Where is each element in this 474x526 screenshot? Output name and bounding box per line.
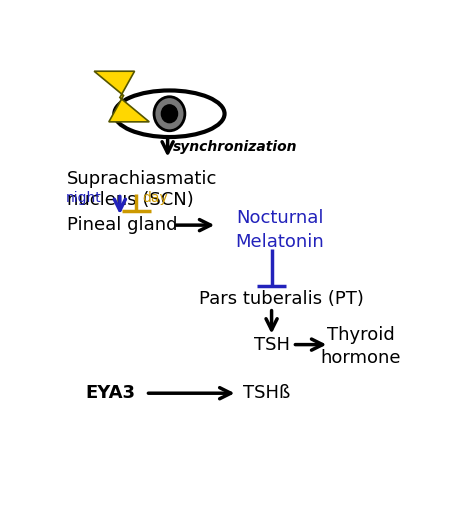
Polygon shape (94, 71, 149, 122)
Text: EYA3: EYA3 (86, 384, 136, 402)
Text: synchronization: synchronization (173, 140, 298, 154)
Text: Thyroid
hormone: Thyroid hormone (320, 326, 401, 368)
Text: day: day (142, 190, 168, 205)
Text: TSH: TSH (254, 336, 290, 353)
Text: Pineal gland: Pineal gland (66, 216, 177, 234)
Text: night: night (66, 190, 101, 205)
Text: Suprachiasmatic
nucleus (SCN): Suprachiasmatic nucleus (SCN) (66, 170, 217, 209)
Circle shape (154, 97, 185, 131)
Text: TSHß: TSHß (243, 384, 290, 402)
Text: Pars tuberalis (PT): Pars tuberalis (PT) (199, 290, 364, 308)
Circle shape (161, 105, 178, 123)
Ellipse shape (114, 90, 225, 137)
Text: Nocturnal
Melatonin: Nocturnal Melatonin (235, 209, 324, 251)
